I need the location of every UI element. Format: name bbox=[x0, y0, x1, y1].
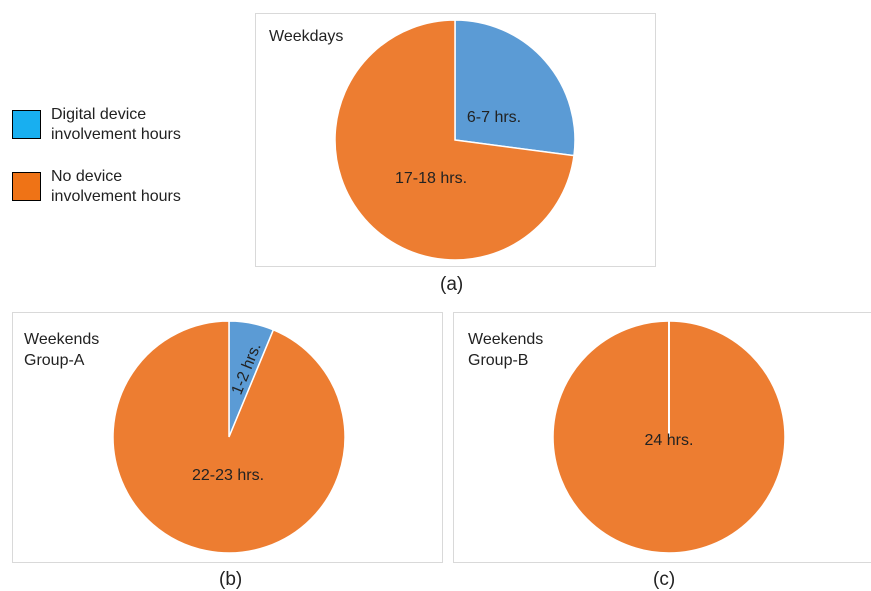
pie-slice-no-device bbox=[334, 19, 575, 261]
caption-b: (b) bbox=[219, 569, 243, 590]
legend-label-device: Digital device involvement hours bbox=[51, 106, 181, 143]
slice-label-no-device: 22-23 hrs. bbox=[192, 467, 264, 484]
legend-item-no-device: No device involvement hours bbox=[12, 167, 181, 207]
chart-title: Weekends Group-A bbox=[24, 331, 100, 369]
pie-slice-no-device bbox=[112, 320, 346, 554]
pie-slice-device bbox=[454, 19, 576, 157]
chart-panel-weekends-group-b: Weekends Group-B 24 hrs. bbox=[453, 312, 871, 563]
caption-c: (c) bbox=[653, 569, 676, 590]
legend: Digital device involvement hours No devi… bbox=[12, 105, 181, 229]
legend-swatch-device bbox=[12, 110, 41, 139]
chart-panel-weekends-group-a: Weekends Group-A 1-2 hrs. 22-23 hrs. bbox=[12, 312, 443, 563]
legend-item-device: Digital device involvement hours bbox=[12, 105, 181, 145]
pie-chart-weekends-group-a: 1-2 hrs.22-23 hrs. bbox=[112, 320, 346, 554]
slice-label-device: 6-7 hrs. bbox=[467, 109, 521, 126]
legend-swatch-no-device bbox=[12, 172, 41, 201]
chart-panel-weekdays: Weekdays 6-7 hrs. 17-18 hrs. bbox=[255, 13, 656, 267]
caption-a: (a) bbox=[440, 274, 464, 295]
pie-chart-weekends-group-b: 24 hrs. bbox=[552, 320, 786, 554]
pie-chart-weekdays: 6-7 hrs. 17-18 hrs. bbox=[334, 19, 576, 261]
slice-label-no-device: 17-18 hrs. bbox=[395, 170, 467, 187]
slice-label-no-device: 24 hrs. bbox=[645, 432, 694, 449]
legend-label-no-device: No device involvement hours bbox=[51, 168, 181, 205]
chart-title: Weekends Group-B bbox=[468, 331, 544, 369]
chart-title: Weekdays bbox=[269, 28, 344, 45]
